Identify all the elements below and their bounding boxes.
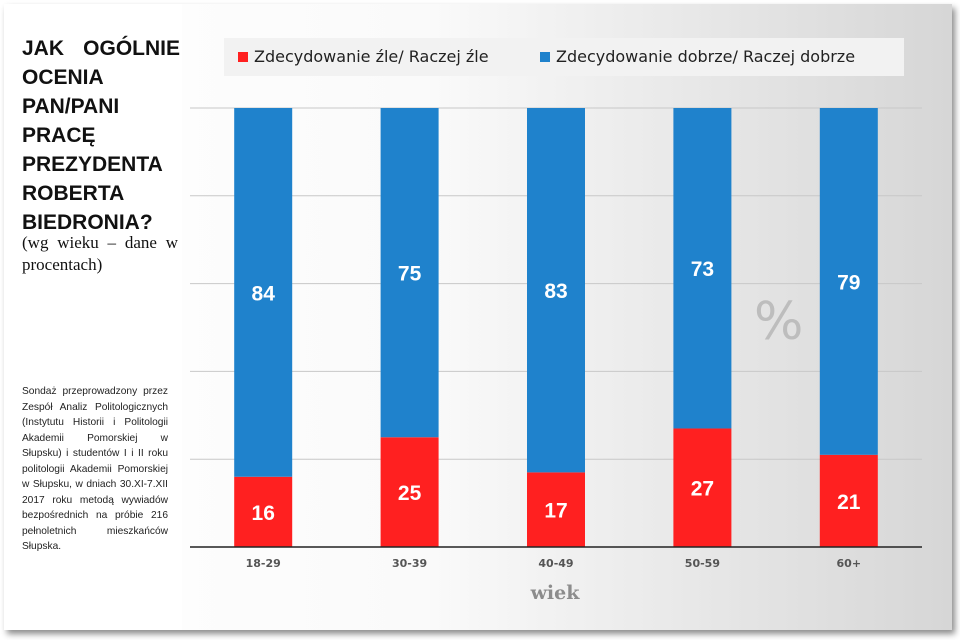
bar-segment — [673, 428, 732, 547]
x-tick-label: 40-49 — [538, 557, 573, 570]
legend: Zdecydowanie źle/ Raczej źle Zdecydowani… — [224, 38, 904, 76]
data-label: 73 — [691, 258, 714, 281]
data-label: 84 — [252, 282, 276, 305]
bar-segment — [380, 437, 439, 547]
x-tick-label: 50-59 — [685, 557, 720, 570]
legend-item-bad: Zdecydowanie źle/ Raczej źle — [238, 47, 489, 66]
bar-segment — [234, 476, 293, 547]
data-label: 16 — [252, 502, 275, 525]
bar-segment — [380, 108, 439, 438]
bar-segment — [819, 454, 878, 547]
bar-segment — [234, 108, 293, 477]
x-tick-label: 18-29 — [246, 557, 281, 570]
x-tick-label: 60+ — [837, 557, 862, 570]
x-axis-label: wiek — [530, 582, 580, 604]
data-label: 75 — [398, 263, 422, 286]
data-label: 27 — [691, 478, 714, 501]
legend-swatch-bad — [238, 51, 248, 62]
data-label: 21 — [837, 491, 861, 514]
legend-label-good: Zdecydowanie dobrze/ Raczej dobrze — [556, 47, 856, 66]
bar-segment — [819, 108, 878, 455]
bar-segment — [527, 108, 585, 473]
left-text-panel — [4, 4, 182, 630]
survey-note: Sondaż przeprowadzony przez Zespół Anali… — [22, 386, 168, 552]
data-label: 25 — [398, 482, 422, 505]
legend-swatch-good — [540, 51, 550, 62]
chart-title: JAK OGÓLNIE OCENIA PAN/PANI PRACĘ PREZYD… — [22, 37, 180, 234]
chart-subtitle: (wg wieku – dane w procentach) — [22, 233, 178, 274]
legend-item-good: Zdecydowanie dobrze/ Raczej dobrze — [540, 47, 855, 66]
data-label: 17 — [544, 500, 567, 523]
x-tick-label: 30-39 — [392, 557, 427, 570]
percent-watermark: % — [754, 292, 804, 352]
data-label: 83 — [544, 280, 567, 303]
bar-segment — [527, 472, 585, 547]
data-label: 79 — [837, 271, 860, 294]
legend-label-bad: Zdecydowanie źle/ Raczej źle — [254, 47, 489, 66]
bar-segment — [673, 108, 732, 429]
